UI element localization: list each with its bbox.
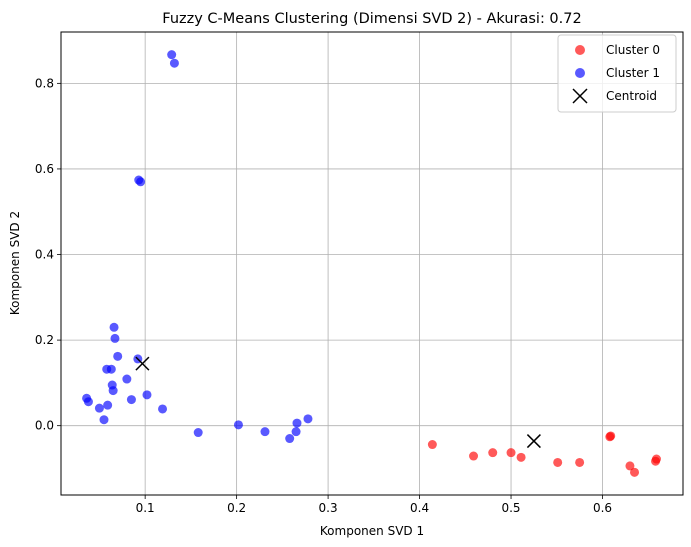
cluster-1-point [122,374,132,384]
cluster-1-point [158,404,168,414]
cluster-1-point [167,50,177,60]
axis-ticks: 0.1 0.2 0.3 0.4 0.5 0.6 0.0 0.2 0.4 0.6 0.8 [35,76,612,515]
x-tick-label: 0.3 [319,501,338,515]
cluster-1-point [142,390,152,400]
legend-marker-centroid [572,88,588,104]
legend-label-cluster-0: Cluster 0 [606,43,660,57]
legend-marker-cluster-0 [575,45,585,55]
data-points [82,50,661,477]
cluster-1-point [108,386,118,396]
y-tick-label: 0.2 [35,333,54,347]
cluster-0-point [469,451,479,461]
cluster-1-point [260,427,270,437]
cluster-1-point [136,177,146,187]
cluster-1-point [113,351,123,361]
legend-label-centroid: Centroid [606,89,657,103]
cluster-1-point [109,322,119,332]
legend: Cluster 0 Cluster 1 Centroid [557,34,677,113]
chart-title: Fuzzy C-Means Clustering (Dimensi SVD 2)… [162,11,581,27]
cluster-0-point [630,467,640,477]
cluster-0-point [516,452,526,462]
cluster-0-point [606,431,616,441]
x-tick-label: 0.5 [501,501,520,515]
cluster-0-point [488,448,498,458]
cluster-1-point [99,415,109,425]
cluster-1-point [291,427,301,437]
cluster-1-point [103,400,113,410]
cluster-1-point [83,397,93,407]
x-tick-label: 0.1 [136,501,155,515]
cluster-0-point [427,440,437,450]
y-tick-label: 0.4 [35,248,54,262]
cluster-1-point [193,428,203,438]
y-axis-label: Komponen SVD 2 [8,211,22,315]
y-tick-label: 0.0 [35,419,54,433]
cluster-1-point [106,364,116,374]
cluster-1-point [94,403,104,413]
cluster-1-point [285,434,295,444]
cluster-1-point [126,395,136,405]
legend-box [557,34,677,113]
x-tick-label: 0.4 [410,501,429,515]
cluster-1-point [303,414,313,424]
cluster-0-point [553,457,563,467]
cluster-1-point [110,333,120,343]
x-tick-label: 0.2 [227,501,246,515]
cluster-1-point [169,58,179,68]
x-axis-label: Komponen SVD 1 [320,524,424,538]
cluster-1-point [292,418,302,428]
cluster-1-point [233,420,243,430]
cluster-0-point [506,448,516,458]
plot-frame [60,31,684,496]
y-tick-label: 0.8 [35,76,54,90]
x-tick-label: 0.6 [593,501,612,515]
cluster-0-point [625,461,635,471]
cluster-0-point [575,457,585,467]
legend-marker-cluster-1 [575,68,585,78]
y-tick-label: 0.6 [35,162,54,176]
centroid-marker [135,356,150,371]
centroid-marker [526,434,541,449]
legend-label-cluster-1: Cluster 1 [606,66,660,80]
cluster-0-point [651,454,661,464]
